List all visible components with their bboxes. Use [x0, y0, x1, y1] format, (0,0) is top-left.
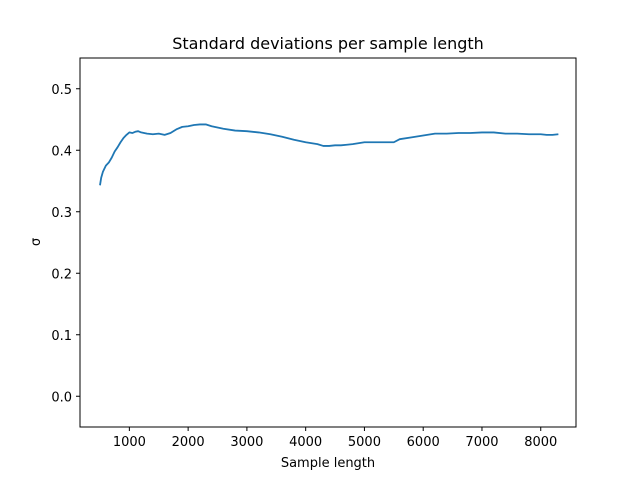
chart-title: Standard deviations per sample length [172, 34, 484, 53]
y-tick-label: 0.3 [51, 206, 72, 221]
y-axis: 0.0 0.1 0.2 0.3 0.4 0.5 [51, 83, 80, 405]
x-tick-label: 3000 [230, 435, 263, 450]
y-axis-label: σ [29, 238, 44, 246]
x-tick-label: 4000 [289, 435, 322, 450]
series-line-0 [99, 123, 559, 186]
y-tick-label: 0.0 [51, 390, 72, 405]
x-tick-label: 8000 [524, 435, 557, 450]
axes-frame [79, 57, 577, 428]
x-axis: 1000 2000 3000 4000 5000 6000 7000 8000 [113, 427, 557, 450]
x-tick-label: 5000 [348, 435, 381, 450]
y-tick-label: 0.1 [51, 329, 72, 344]
y-tick-label: 0.5 [51, 83, 72, 98]
plot-area [99, 123, 559, 186]
y-tick-label: 0.2 [51, 267, 72, 282]
x-tick-label: 1000 [113, 435, 146, 450]
x-axis-label: Sample length [281, 456, 375, 471]
x-tick-label: 6000 [407, 435, 440, 450]
y-tick-label: 0.4 [51, 144, 72, 159]
x-tick-label: 2000 [172, 435, 205, 450]
x-tick-label: 7000 [465, 435, 498, 450]
